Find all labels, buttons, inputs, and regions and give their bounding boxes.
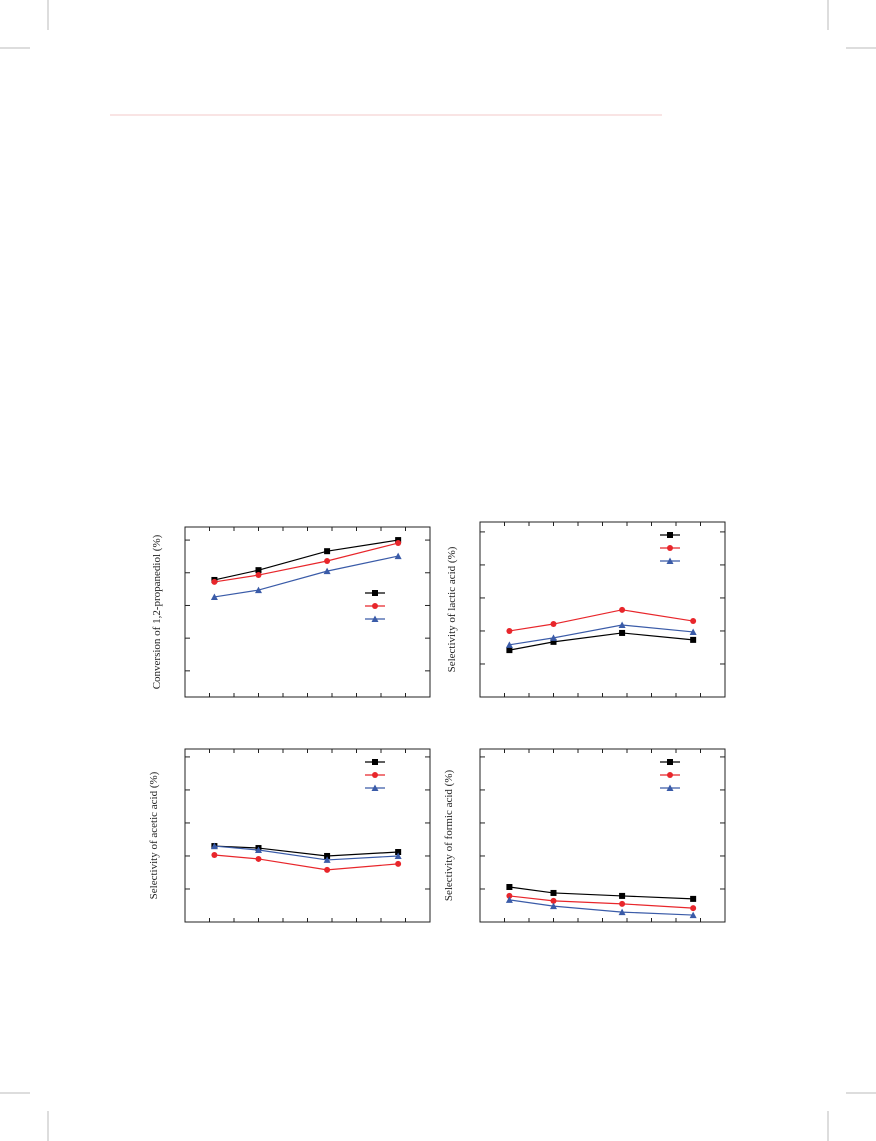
marker (550, 889, 557, 896)
marker (550, 902, 557, 910)
series-line (509, 609, 694, 632)
marker (211, 851, 218, 858)
series-line (509, 895, 694, 909)
marker (619, 900, 626, 907)
marker (210, 593, 218, 600)
marker (255, 855, 262, 862)
legend-marker (667, 545, 673, 551)
marker (255, 586, 262, 594)
plot-frame (479, 521, 726, 698)
marker (395, 540, 402, 547)
marker (323, 567, 331, 575)
legend-marker (666, 784, 674, 791)
marker (394, 852, 402, 859)
legend-marker (372, 590, 378, 596)
marker (689, 628, 697, 635)
marker (210, 842, 218, 850)
legend-marker (667, 759, 673, 765)
legend-marker (372, 772, 378, 778)
marker (506, 884, 513, 891)
legend-marker (666, 557, 674, 564)
legend-marker (667, 532, 673, 538)
series-line (509, 886, 694, 900)
marker (255, 572, 262, 579)
legend-marker (371, 784, 379, 791)
series-line (509, 624, 694, 646)
series-line (509, 899, 694, 916)
y-axis-label: Conversion of 1,2-propanediol (%) (151, 534, 163, 689)
plot-frame (479, 748, 726, 923)
marker (619, 629, 626, 636)
plot-frame (184, 748, 431, 923)
legend-marker (372, 759, 378, 765)
marker (255, 846, 262, 854)
marker (690, 636, 697, 643)
marker (324, 852, 331, 859)
series-line (214, 845, 399, 857)
plot-frame (184, 526, 431, 698)
marker (690, 895, 697, 902)
marker (506, 627, 513, 634)
marker (395, 849, 402, 856)
legend-marker (667, 772, 673, 778)
series-line (214, 854, 399, 871)
series-line (214, 555, 399, 598)
marker (619, 606, 626, 613)
marker (690, 905, 697, 912)
marker (505, 896, 513, 903)
marker (324, 866, 331, 873)
series-line (509, 632, 694, 651)
series-line (214, 539, 399, 581)
marker (689, 911, 697, 919)
y-axis-label: Selectivity of formic acid (%) (443, 769, 455, 901)
y-axis-label: Selectivity of acetic acid (%) (148, 771, 160, 899)
y-axis-label: Selectivity of lactic acid (%) (446, 546, 458, 672)
marker (690, 618, 697, 625)
marker (619, 892, 626, 899)
marker (395, 860, 402, 867)
legend-marker (371, 615, 379, 622)
marker (324, 558, 331, 564)
marker (506, 647, 513, 654)
marker (255, 567, 262, 574)
marker (324, 548, 331, 555)
marker (505, 641, 513, 648)
series-line (214, 845, 399, 861)
marker (550, 897, 557, 904)
marker (211, 578, 218, 585)
legend-marker (372, 603, 378, 609)
marker (618, 908, 626, 916)
marker (394, 552, 402, 560)
series-line (214, 542, 399, 583)
marker (550, 621, 557, 628)
marker (618, 621, 626, 629)
marker (506, 892, 513, 899)
marker (550, 638, 557, 645)
marker (550, 634, 557, 641)
marker (323, 856, 331, 863)
